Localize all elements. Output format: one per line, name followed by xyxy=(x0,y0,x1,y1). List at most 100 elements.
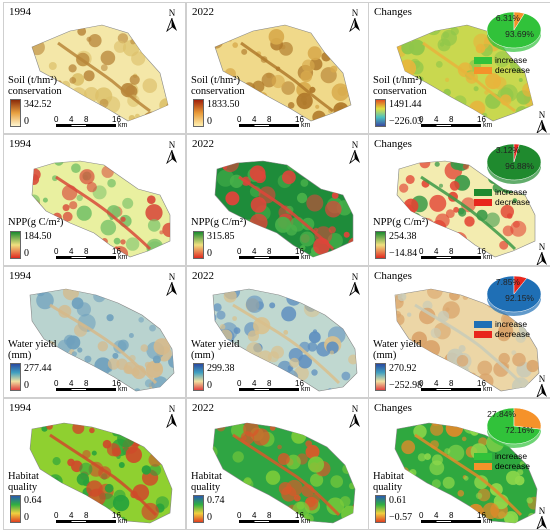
panel-title: Changes xyxy=(374,6,412,18)
scale-bar: 0 4 8 16 km xyxy=(237,115,311,129)
map-panel-habitat-changes: Changes N Habitat quality 0.61 −0.57 0 4 8 16 km 7… xyxy=(368,398,550,530)
color-ramp xyxy=(193,99,204,127)
panel-title: 2022 xyxy=(192,270,214,282)
scale-tick: 0 xyxy=(419,511,424,520)
scale-tick: 0 xyxy=(419,247,424,256)
map-panel-water-changes: Changes N Water yield (mm) 270.92 −252.98 0 4 8… xyxy=(368,266,550,398)
legend-label: decrease xyxy=(495,197,530,207)
legend-swatch xyxy=(474,462,492,470)
scale-tick: 8 xyxy=(84,247,89,256)
pie-legend: increase decrease xyxy=(474,55,544,75)
north-arrow-icon: N xyxy=(165,141,179,165)
scale-tick: 8 xyxy=(449,379,454,388)
scale-bar: 0 4 8 16 km xyxy=(54,247,128,261)
scale-tick: 8 xyxy=(267,511,272,520)
scale-bar-graphic xyxy=(239,388,299,391)
study-area-map xyxy=(31,24,169,122)
scale-bar-graphic xyxy=(421,256,481,259)
pie-legend-increase: increase xyxy=(474,319,544,329)
scale-unit: km xyxy=(483,386,493,393)
scale-unit: km xyxy=(118,254,128,261)
river-valley xyxy=(49,303,158,385)
pie-label-decrease: 27.84% xyxy=(487,409,516,419)
scale-tick: 16 xyxy=(112,115,121,124)
panel-title: 2022 xyxy=(192,402,214,414)
legend-swatch xyxy=(474,330,492,338)
pie-legend-decrease: decrease xyxy=(474,65,544,75)
scale-tick: 8 xyxy=(84,115,89,124)
pie-legend-increase: increase xyxy=(474,451,544,461)
map-panel-water-2022: 2022 N Water yield (mm) 299.38 0 0 4 8 16 km xyxy=(186,266,369,398)
north-arrow-icon: N xyxy=(535,243,549,265)
pie-legend: increase decrease xyxy=(474,451,544,471)
study-area-map xyxy=(214,24,352,122)
river-valley xyxy=(57,41,151,113)
panel-title: 2022 xyxy=(192,6,214,18)
scale-bar: 0 4 8 16 km xyxy=(237,379,311,393)
scale-tick: 16 xyxy=(477,511,486,520)
legend-swatch xyxy=(474,188,492,196)
legend-min: 0 xyxy=(207,248,212,259)
scale-bar: 0 4 8 16 km xyxy=(54,379,128,393)
legend-title: Soil (t/hm²) conservation xyxy=(191,75,245,97)
map-panel-npp-1994: 1994 N NPP(g C/m²) 184.50 0 0 4 8 16 km xyxy=(3,134,186,266)
north-label: N xyxy=(168,272,176,282)
scale-tick: 4 xyxy=(252,511,257,520)
legend-min: 0 xyxy=(207,380,212,391)
map-panel-npp-2022: 2022 N NPP(g C/m²) 315.85 0 0 4 8 16 km xyxy=(186,134,369,266)
change-pie-chart xyxy=(486,275,542,316)
north-label: N xyxy=(168,404,176,414)
legend-swatch xyxy=(474,56,492,64)
north-arrow-icon: N xyxy=(348,9,362,33)
study-area-map xyxy=(214,160,354,258)
legend-max: 0.64 xyxy=(24,495,42,506)
north-label: N xyxy=(538,506,546,516)
north-label: N xyxy=(351,404,359,414)
legend-max: 270.92 xyxy=(389,363,417,374)
panel-title: 1994 xyxy=(9,138,31,150)
pie-label-increase: 96.88% xyxy=(505,161,534,171)
legend-title: Water yield (mm) xyxy=(8,339,57,361)
scale-tick: 16 xyxy=(295,379,304,388)
color-ramp xyxy=(375,231,386,259)
change-pie-chart xyxy=(486,11,542,52)
panel-title: 1994 xyxy=(9,6,31,18)
pie-slice-decrease xyxy=(513,275,528,295)
north-arrow-icon: N xyxy=(348,141,362,165)
scale-bar-graphic xyxy=(56,124,116,127)
scale-tick: 16 xyxy=(112,247,121,256)
scale-tick: 4 xyxy=(69,379,74,388)
study-area-map xyxy=(29,288,175,392)
legend-title: Habitat quality xyxy=(373,471,404,493)
legend-swatch xyxy=(474,452,492,460)
legend-min: 0 xyxy=(207,116,212,127)
scale-unit: km xyxy=(301,122,311,129)
scale-tick: 16 xyxy=(477,379,486,388)
scale-tick: 4 xyxy=(434,511,439,520)
scale-tick: 8 xyxy=(267,115,272,124)
color-ramp xyxy=(375,495,386,523)
legend-min: 0 xyxy=(24,380,29,391)
scale-unit: km xyxy=(301,386,311,393)
scale-tick: 8 xyxy=(84,511,89,520)
north-arrow-icon: N xyxy=(535,374,549,397)
legend-label: increase xyxy=(495,187,528,197)
legend-swatch xyxy=(474,320,492,328)
legend-max: 0.74 xyxy=(207,495,225,506)
scale-tick: 8 xyxy=(449,247,454,256)
scale-tick: 0 xyxy=(419,115,424,124)
scale-bar-graphic xyxy=(421,520,481,523)
legend-max: 277.44 xyxy=(24,363,52,374)
scale-unit: km xyxy=(118,386,128,393)
legend-title: NPP(g C/m²) xyxy=(8,217,64,228)
river-valley xyxy=(414,303,523,385)
color-ramp xyxy=(193,363,204,391)
scale-unit: km xyxy=(118,122,128,129)
map-panel-water-1994: 1994 N Water yield (mm) 277.44 0 0 4 8 16 km xyxy=(3,266,186,398)
study-area-map xyxy=(31,160,171,258)
north-arrow-icon: N xyxy=(535,506,549,529)
north-arrow-icon: N xyxy=(165,405,179,429)
scale-tick: 4 xyxy=(434,379,439,388)
north-label: N xyxy=(538,374,546,384)
panel-title: Changes xyxy=(374,402,412,414)
